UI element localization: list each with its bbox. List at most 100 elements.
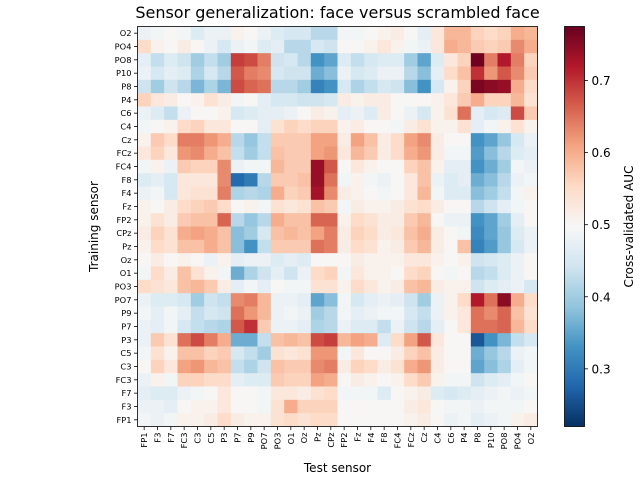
heatmap-cell — [390, 133, 405, 147]
heatmap-cell — [164, 53, 178, 67]
heatmap-cell — [164, 306, 178, 321]
heatmap-cell — [457, 399, 472, 414]
y-tick-label: P8 — [121, 82, 131, 92]
heatmap-cell — [244, 359, 258, 374]
heatmap-cell — [404, 399, 418, 414]
heatmap-cell — [337, 279, 352, 294]
heatmap-cell — [177, 213, 192, 227]
heatmap-cell — [404, 306, 418, 321]
heatmap-cell — [137, 159, 152, 174]
heatmap-cell — [217, 93, 232, 107]
heatmap-cell — [324, 173, 338, 187]
x-tick-label: P4 — [459, 433, 469, 443]
heatmap-cell — [364, 93, 378, 107]
heatmap-cell — [390, 346, 405, 361]
heatmap-cell — [444, 26, 458, 41]
heatmap-cell — [404, 253, 418, 267]
heatmap-cell — [457, 386, 472, 401]
heatmap-cell — [177, 386, 192, 401]
heatmap-cell — [390, 66, 405, 81]
heatmap-cell — [137, 173, 152, 187]
heatmap-cell — [364, 39, 378, 54]
heatmap-cell — [244, 306, 258, 321]
heatmap-cell — [524, 173, 538, 187]
heatmap-cell — [137, 146, 152, 161]
heatmap-cell — [377, 399, 392, 414]
heatmap-cell — [190, 333, 205, 347]
heatmap-cell — [364, 26, 378, 41]
colorbar-tick-label: 0.6 — [592, 146, 611, 160]
heatmap-cell — [404, 159, 418, 174]
heatmap-cell — [524, 253, 538, 267]
heatmap-cell — [497, 79, 512, 94]
heatmap-cell — [350, 386, 365, 401]
heatmap-cell — [337, 293, 352, 307]
heatmap-cell — [204, 213, 218, 227]
x-tick-label: FC3 — [179, 433, 189, 449]
heatmap-cell — [150, 66, 165, 81]
heatmap-cell — [137, 186, 152, 201]
heatmap-cell — [444, 413, 458, 427]
heatmap-cell — [524, 119, 538, 134]
heatmap-cell — [484, 293, 498, 307]
heatmap-cell — [484, 39, 498, 54]
heatmap-cell — [164, 199, 178, 214]
heatmap-cell — [244, 213, 258, 227]
heatmap-cell — [257, 239, 272, 254]
heatmap-cell — [350, 399, 365, 414]
heatmap-cell — [257, 53, 272, 67]
heatmap-cell — [137, 399, 152, 414]
heatmap-cell — [457, 306, 472, 321]
heatmap-cell — [337, 199, 352, 214]
heatmap-cell — [457, 146, 472, 161]
heatmap-cell — [350, 66, 365, 81]
heatmap-cell — [270, 239, 285, 254]
heatmap-cell — [284, 26, 298, 41]
heatmap-cell — [310, 279, 325, 294]
heatmap-cell — [310, 39, 325, 54]
heatmap-cell — [524, 266, 538, 281]
heatmap-cell — [470, 373, 485, 387]
heatmap-cell — [417, 93, 432, 107]
heatmap-cell — [337, 319, 352, 334]
heatmap-cell — [297, 106, 312, 121]
heatmap-cell — [284, 333, 298, 347]
heatmap-cell — [417, 413, 432, 427]
heatmap-cell — [390, 173, 405, 187]
heatmap-cell — [470, 253, 485, 267]
heatmap-cell — [470, 66, 485, 81]
heatmap-cell — [137, 133, 152, 147]
heatmap-cell — [457, 413, 472, 427]
heatmap-cell — [497, 66, 512, 81]
heatmap-cell — [484, 306, 498, 321]
heatmap-cell — [164, 119, 178, 134]
heatmap-cell — [297, 53, 312, 67]
y-tick-labels: O2 PO4 PO8 P10 P8 P4 C6 C4 Cz FCz FC4 F8 F4 Fz FP2 CPz P… — [115, 28, 138, 425]
heatmap-cell — [524, 66, 538, 81]
heatmap-cell — [337, 173, 352, 187]
heatmap-cell — [284, 146, 298, 161]
heatmap-cell — [217, 359, 232, 374]
heatmap-cell — [364, 226, 378, 241]
x-tick-label: P8 — [473, 433, 483, 443]
heatmap-cell — [510, 253, 525, 267]
heatmap-cell — [350, 253, 365, 267]
heatmap-cell — [417, 173, 432, 187]
heatmap-cell — [177, 199, 192, 214]
heatmap-cell — [190, 186, 205, 201]
heatmap-cell — [204, 279, 218, 294]
heatmap-cell — [310, 293, 325, 307]
heatmap-cell — [297, 346, 312, 361]
heatmap-cell — [190, 359, 205, 374]
heatmap-cell — [497, 266, 512, 281]
heatmap-cell — [270, 253, 285, 267]
heatmap-cell — [324, 293, 338, 307]
heatmap-cell — [497, 333, 512, 347]
heatmap-cell — [430, 199, 445, 214]
heatmap-cell — [524, 346, 538, 361]
heatmap-cell — [457, 93, 472, 107]
heatmap-cell — [204, 319, 218, 334]
heatmap-cell — [524, 386, 538, 401]
heatmap-cell — [284, 133, 298, 147]
